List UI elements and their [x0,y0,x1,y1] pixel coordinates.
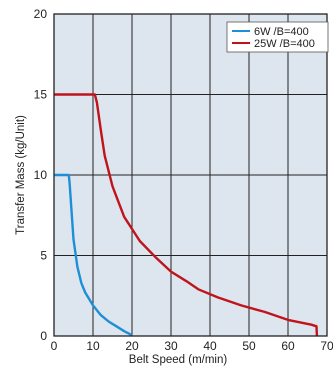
legend-box [226,21,329,53]
y-tick-label: 10 [34,168,48,182]
x-tick-label: 70 [320,339,333,353]
legend-label-25w: 25W /B=400 [254,38,315,50]
y-tick-label: 5 [40,249,47,263]
y-tick-label: 20 [34,7,48,21]
legend-label-6w: 6W /B=400 [254,26,309,38]
y-tick-label: 15 [34,88,48,102]
series-line-0 [54,173,133,337]
series-line-1 [54,93,319,337]
x-tick-label: 30 [164,339,178,353]
x-tick-label: 60 [281,339,295,353]
x-axis-label: Belt Speed (m/min) [129,354,228,366]
x-tick-labels: 0 10 20 30 40 50 60 70 [51,339,333,353]
x-tick-label: 50 [242,339,256,353]
plot-frame [53,13,328,337]
x-tick-label: 10 [86,339,100,353]
series-lines [54,93,319,337]
x-tick-label: 0 [51,339,58,353]
legend: 6W /B=400 25W /B=400 [226,21,329,53]
x-tick-label: 40 [203,339,217,353]
y-tick-label: 0 [40,329,47,343]
grid-lines [54,14,327,336]
y-tick-labels: 0 5 10 15 20 [34,7,48,343]
y-axis-label: Transfer Mass (kg/Unit) [15,115,27,235]
x-tick-label: 20 [125,339,139,353]
